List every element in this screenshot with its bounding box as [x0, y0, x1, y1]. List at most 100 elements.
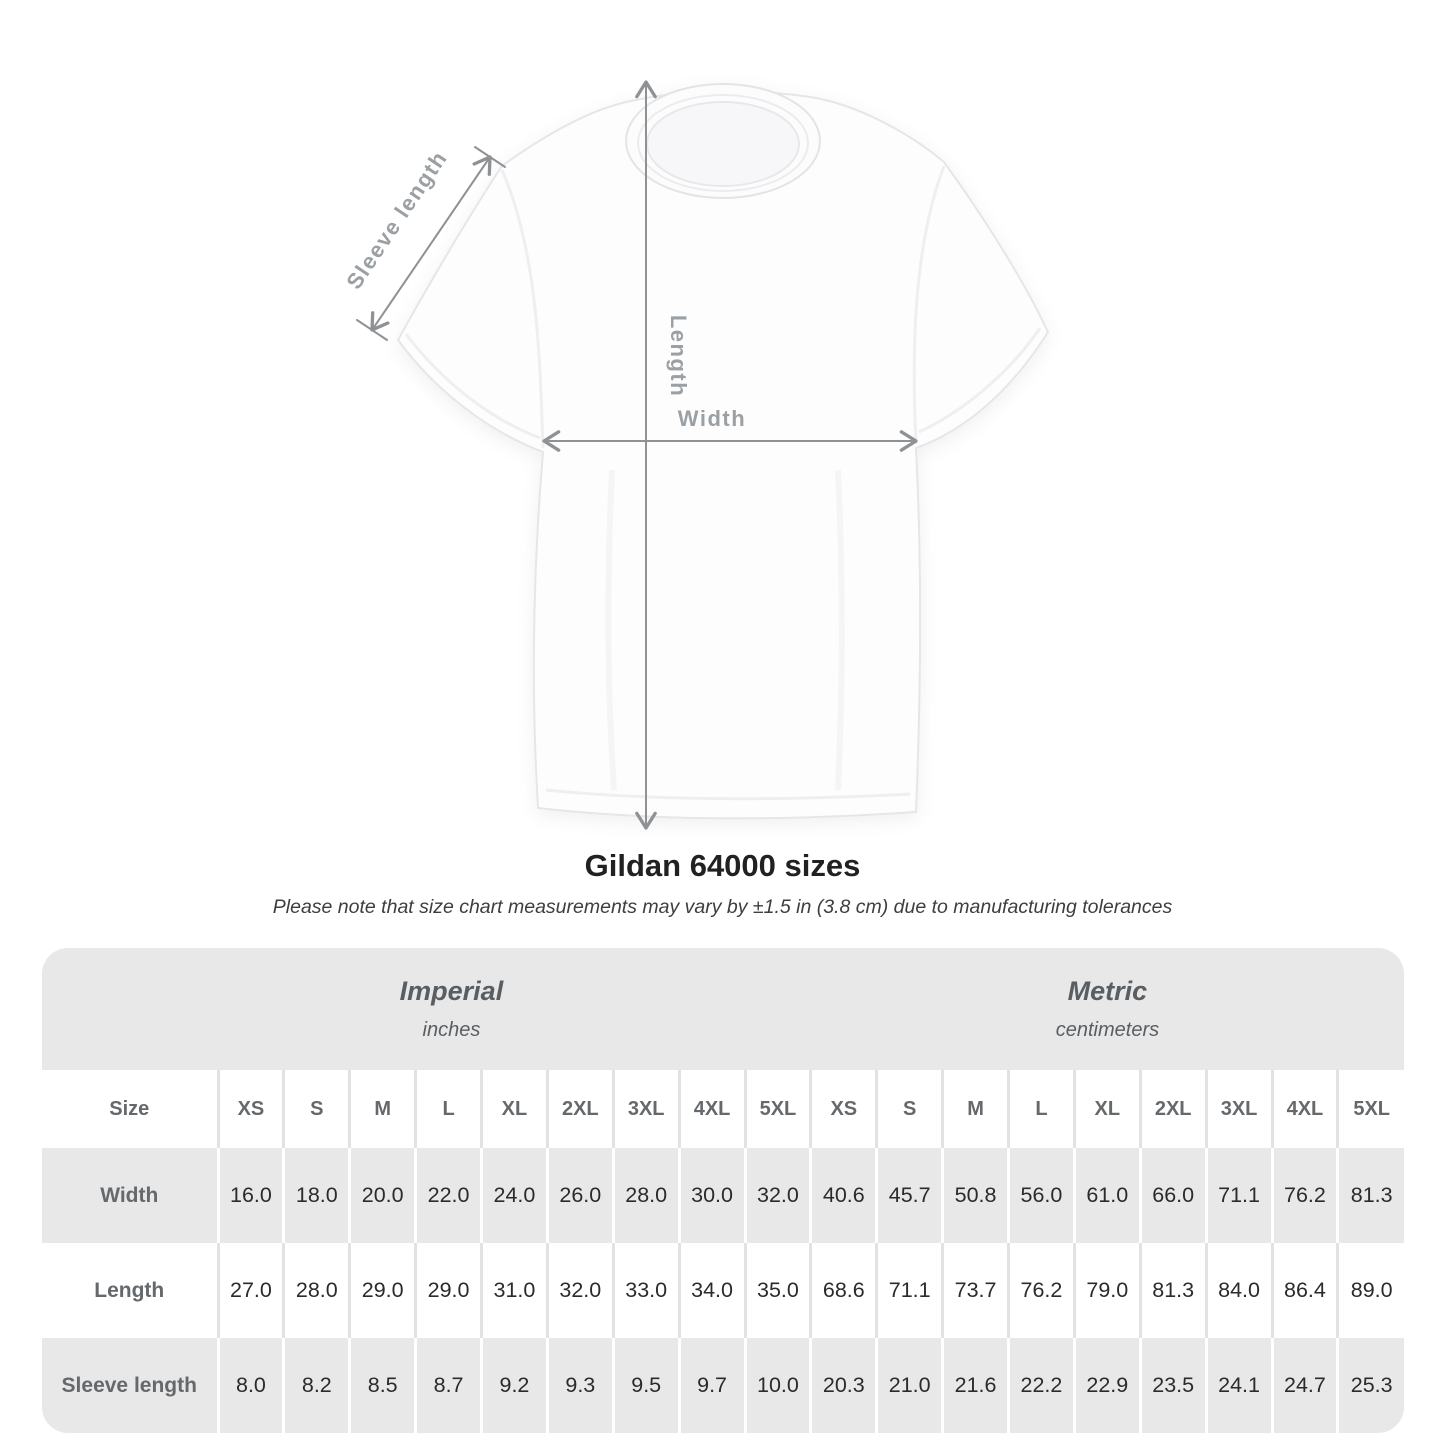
value-cell: 56.0: [1007, 1148, 1075, 1243]
page-title: Gildan 64000 sizes: [584, 848, 861, 883]
value-cell: 9.5: [611, 1338, 680, 1433]
value-cell: 22.0: [414, 1148, 482, 1243]
value-cell: 79.0: [1072, 1243, 1141, 1338]
value-cell: 68.6: [809, 1243, 877, 1338]
imperial-label: Imperial: [399, 976, 504, 1006]
value-cell: 71.1: [1204, 1148, 1272, 1243]
size-header: L: [414, 1070, 482, 1148]
size-header: XS: [809, 1070, 877, 1148]
size-header: XL: [1072, 1070, 1141, 1148]
value-cell: 45.7: [875, 1148, 943, 1243]
value-cell: 16.0: [216, 1148, 284, 1243]
value-cell: 8.0: [216, 1338, 284, 1433]
size-header: XS: [216, 1070, 284, 1148]
length-label: Length: [666, 315, 691, 397]
value-cell: 76.2: [1007, 1243, 1075, 1338]
value-cell: 20.0: [348, 1148, 416, 1243]
body-fold-right: [835, 469, 845, 791]
value-cell: 28.0: [611, 1148, 680, 1243]
value-cell: 30.0: [677, 1148, 745, 1243]
hem-stitch: [545, 788, 911, 801]
left-cuff-stitch: [404, 333, 541, 440]
size-header: 4XL: [677, 1070, 745, 1148]
imperial-group-header: Imperial inches: [42, 948, 811, 1070]
right-armhole-seam: [912, 165, 946, 445]
value-cell: 9.2: [480, 1338, 548, 1433]
value-cell: 28.0: [282, 1243, 350, 1338]
size-header: 3XL: [611, 1070, 680, 1148]
row-label: Sleeve length: [42, 1338, 218, 1433]
width-label: Width: [678, 406, 746, 431]
size-header: 3XL: [1204, 1070, 1272, 1148]
right-cuff-stitch: [918, 327, 1042, 434]
value-cell: 21.6: [941, 1338, 1009, 1433]
size-header: S: [875, 1070, 943, 1148]
value-cell: 40.6: [809, 1148, 877, 1243]
value-cell: 34.0: [677, 1243, 745, 1338]
size-header: M: [941, 1070, 1009, 1148]
size-header: M: [348, 1070, 416, 1148]
value-cell: 22.9: [1072, 1338, 1141, 1433]
value-cell: 50.8: [941, 1148, 1009, 1243]
value-cell: 35.0: [743, 1243, 811, 1338]
value-cell: 31.0: [480, 1243, 548, 1338]
metric-group-header: Metric centimeters: [810, 948, 1404, 1070]
value-cell: 9.7: [677, 1338, 745, 1433]
metric-unit: centimeters: [1055, 1019, 1160, 1041]
value-cell: 27.0: [216, 1243, 284, 1338]
size-chart-table: Imperial inches Metric centimeters Size …: [42, 948, 1404, 1433]
size-header: 2XL: [545, 1070, 614, 1148]
value-cell: 21.0: [875, 1338, 943, 1433]
size-header: S: [282, 1070, 350, 1148]
value-cell: 8.7: [414, 1338, 482, 1433]
value-cell: 76.2: [1270, 1148, 1338, 1243]
metric-label: Metric: [1067, 976, 1148, 1006]
sleeve-length-label: Sleeve length: [341, 146, 452, 294]
row-label: Width: [42, 1148, 218, 1243]
imperial-unit: inches: [422, 1019, 481, 1041]
unit-group-header-row: Imperial inches Metric centimeters: [42, 948, 1404, 1070]
value-cell: 81.3: [1138, 1243, 1207, 1338]
value-cell: 81.3: [1336, 1148, 1404, 1243]
value-cell: 23.5: [1138, 1338, 1207, 1433]
value-cell: 66.0: [1138, 1148, 1207, 1243]
size-header: 4XL: [1270, 1070, 1338, 1148]
size-header: 5XL: [1336, 1070, 1404, 1148]
size-column-title: Size: [42, 1070, 218, 1148]
body-fold-left: [605, 469, 617, 791]
value-cell: 33.0: [611, 1243, 680, 1338]
value-cell: 86.4: [1270, 1243, 1338, 1338]
tolerance-note: Please note that size chart measurements…: [272, 896, 1173, 918]
collar-inner: [646, 101, 800, 187]
value-cell: 22.2: [1007, 1338, 1075, 1433]
value-cell: 32.0: [743, 1148, 811, 1243]
value-cell: 61.0: [1072, 1148, 1141, 1243]
value-cell: 25.3: [1336, 1338, 1404, 1433]
value-cell: 8.2: [282, 1338, 350, 1433]
value-cell: 29.0: [414, 1243, 482, 1338]
tshirt-graphic: [396, 83, 1050, 820]
size-header: 2XL: [1138, 1070, 1207, 1148]
table-row-length: Length 27.0 28.0 29.0 29.0 31.0 32.0 33.…: [42, 1243, 1404, 1338]
value-cell: 26.0: [545, 1148, 614, 1243]
value-cell: 24.1: [1204, 1338, 1272, 1433]
left-armhole-seam: [500, 169, 545, 449]
table-row-width: Width 16.0 18.0 20.0 22.0 24.0 26.0 28.0…: [42, 1148, 1404, 1243]
value-cell: 29.0: [348, 1243, 416, 1338]
size-header: L: [1007, 1070, 1075, 1148]
value-cell: 18.0: [282, 1148, 350, 1243]
value-cell: 73.7: [941, 1243, 1009, 1338]
value-cell: 10.0: [743, 1338, 811, 1433]
value-cell: 71.1: [875, 1243, 943, 1338]
length-arrow: Length: [635, 80, 691, 830]
width-arrow: Width: [542, 406, 918, 452]
size-header-row: Size XS S M L XL 2XL 3XL 4XL 5XL XS S M …: [42, 1070, 1404, 1148]
value-cell: 24.7: [1270, 1338, 1338, 1433]
row-label: Length: [42, 1243, 218, 1338]
value-cell: 20.3: [809, 1338, 877, 1433]
value-cell: 8.5: [348, 1338, 416, 1433]
table-row-sleeve-length: Sleeve length 8.0 8.2 8.5 8.7 9.2 9.3 9.…: [42, 1338, 1404, 1433]
size-header: XL: [480, 1070, 548, 1148]
size-header: 5XL: [743, 1070, 811, 1148]
